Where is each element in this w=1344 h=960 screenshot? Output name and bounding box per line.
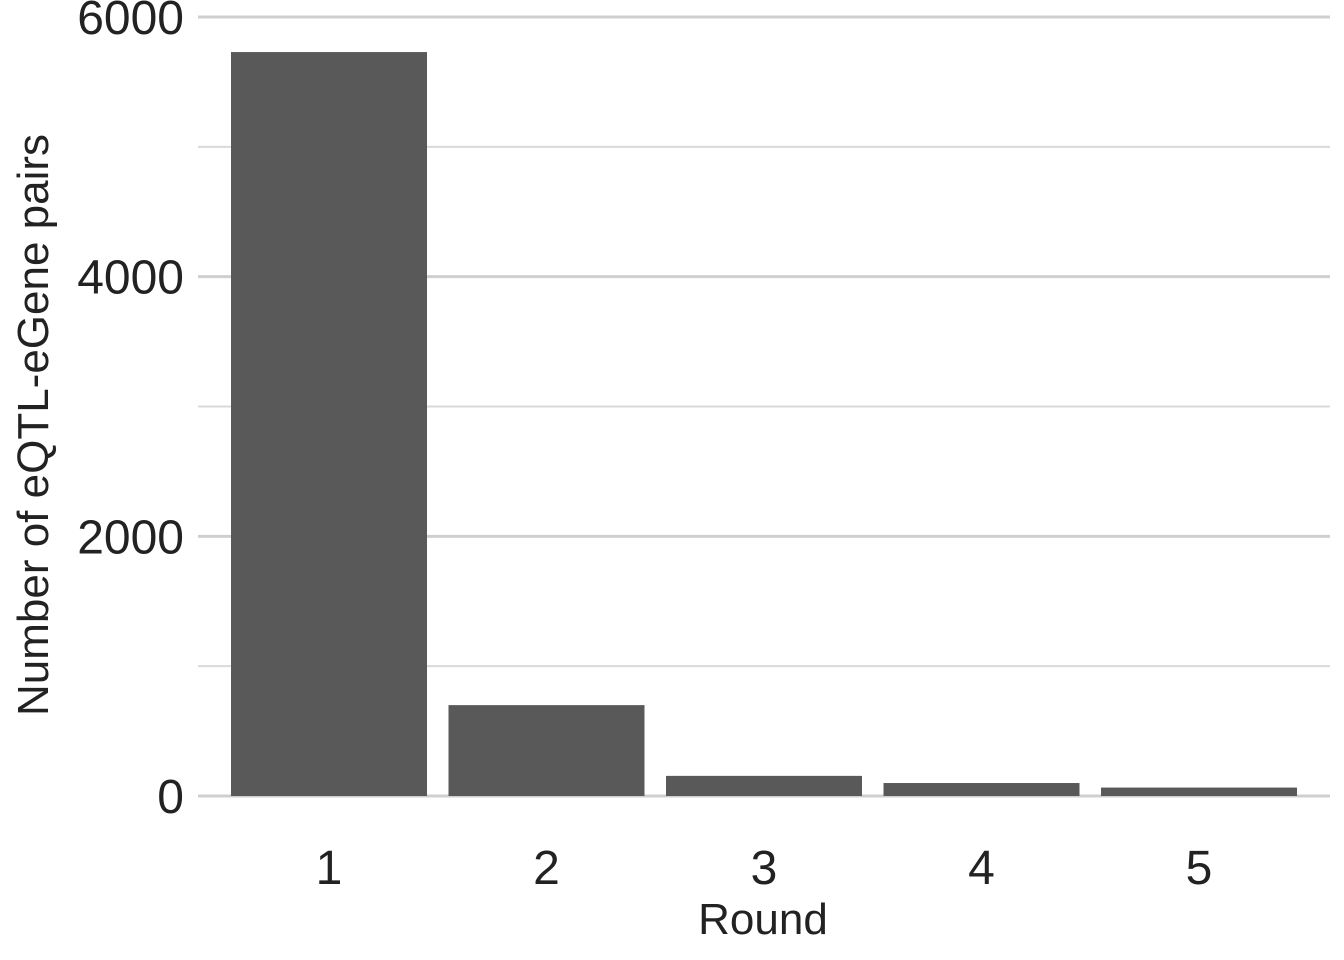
x-tick-label: 3	[751, 842, 778, 895]
x-tick-label: 1	[316, 842, 343, 895]
y-tick-labels: 0 2000 4000 6000	[77, 0, 184, 824]
bar-round-2	[448, 705, 645, 796]
bar-round-3	[666, 775, 862, 796]
x-tick-label: 2	[533, 842, 560, 895]
bar-round-4	[883, 783, 1080, 796]
bar-round-5	[1101, 787, 1297, 796]
x-tick-label: 5	[1186, 842, 1213, 895]
y-tick-label: 6000	[77, 0, 184, 45]
bar-round-1	[231, 52, 427, 797]
x-tick-label: 4	[968, 842, 995, 895]
bars	[231, 52, 1297, 797]
x-tick-labels: 1 2 3 4 5	[316, 842, 1213, 895]
y-tick-label: 4000	[77, 252, 184, 305]
y-tick-label: 2000	[77, 511, 184, 564]
y-tick-label: 0	[157, 771, 184, 824]
y-axis-title: Number of eQTL-eGene pairs	[9, 134, 58, 716]
x-axis-title: Round	[698, 895, 828, 944]
